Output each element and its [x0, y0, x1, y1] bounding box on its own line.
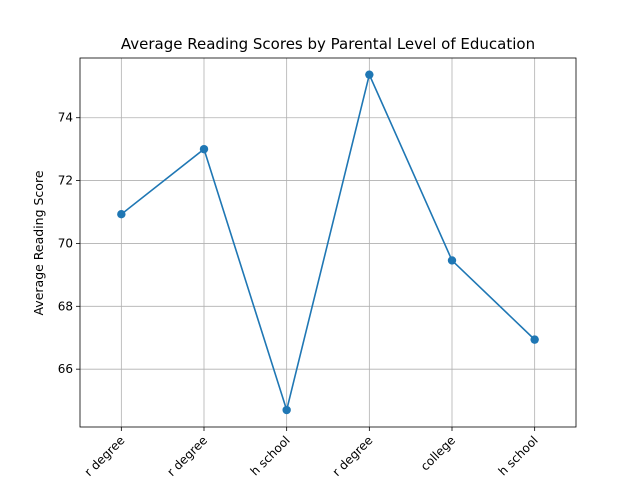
- y-tick-label: 70: [58, 236, 73, 250]
- data-point: [282, 405, 291, 415]
- x-tick-label: r degree: [164, 433, 210, 479]
- data-point: [199, 144, 209, 154]
- plot-frame: [79, 57, 577, 428]
- y-axis-label: Average Reading Score: [31, 170, 46, 315]
- x-tick-label: college: [418, 433, 458, 473]
- series-line: [120, 72, 536, 413]
- data-point: [447, 256, 457, 265]
- data-point: [365, 70, 374, 79]
- chart-title: Average Reading Scores by Parental Level…: [121, 35, 535, 53]
- series-layer: [117, 70, 539, 415]
- data-point: [530, 335, 539, 344]
- x-tick-label: r degree: [82, 433, 128, 479]
- data-point: [117, 210, 126, 219]
- x-tick-label: r degree: [330, 433, 376, 479]
- y-tick-label: 66: [58, 362, 73, 376]
- x-tick-label: h school: [496, 433, 541, 478]
- axes-layer: [79, 57, 577, 428]
- y-tick-label: 72: [58, 174, 73, 188]
- y-tick-label: 74: [58, 111, 73, 125]
- x-tick-label: h school: [248, 433, 293, 478]
- y-tick-label: 68: [58, 299, 73, 313]
- ticks-layer: r degree r degree h school r degree college h…: [58, 111, 541, 479]
